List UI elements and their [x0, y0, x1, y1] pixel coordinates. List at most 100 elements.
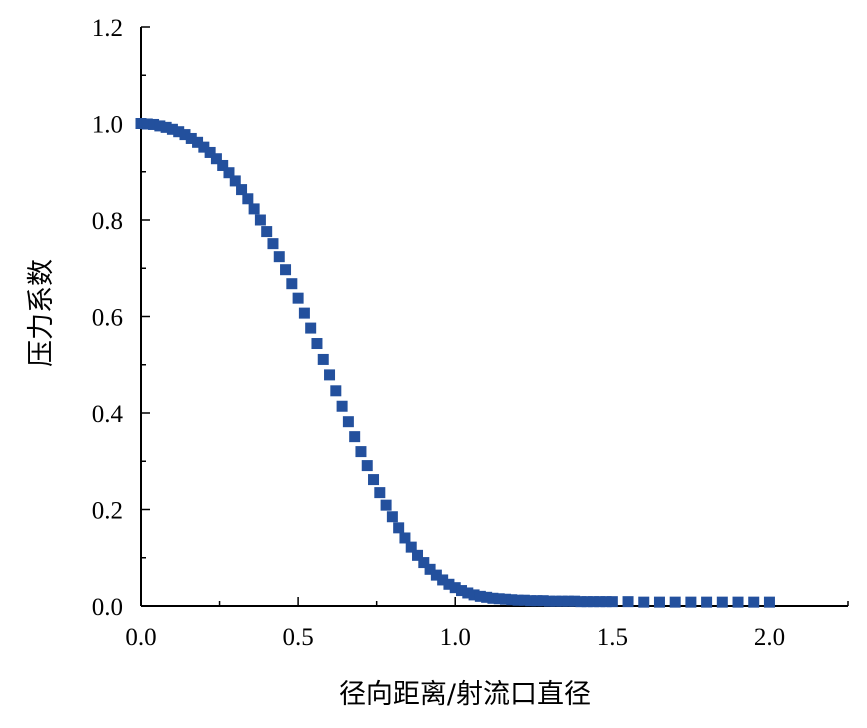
data-point [669, 596, 681, 608]
data-point [653, 596, 665, 608]
data-point [223, 167, 235, 179]
data-point [273, 251, 285, 263]
data-point [456, 585, 468, 597]
data-point [550, 595, 562, 607]
data-point [481, 591, 493, 603]
y-tick-label: 1.2 [92, 15, 123, 42]
data-point [173, 126, 185, 138]
data-point [437, 574, 449, 586]
data-point [499, 593, 511, 605]
data-point [166, 123, 178, 135]
data-series [135, 118, 775, 608]
x-tick-label: 0.0 [125, 624, 156, 651]
data-point [600, 596, 612, 608]
data-point [185, 132, 197, 144]
y-tick-label: 0.6 [92, 305, 123, 332]
data-point [638, 596, 650, 608]
y-tick-label: 1.0 [92, 112, 123, 139]
data-point [556, 595, 568, 607]
data-point [298, 307, 310, 319]
x-tick-label: 1.0 [440, 624, 471, 651]
data-point [493, 593, 505, 605]
data-point [587, 596, 599, 608]
data-point [229, 175, 241, 187]
data-point [254, 214, 266, 226]
data-point [487, 592, 499, 604]
data-point [317, 353, 329, 365]
data-point [135, 118, 147, 129]
data-point [248, 203, 260, 215]
data-point [581, 596, 593, 608]
data-point [336, 400, 348, 412]
data-point [562, 595, 574, 607]
data-point [606, 596, 618, 608]
y-tick-label: 0.2 [92, 498, 123, 525]
y-tick-label: 0.4 [92, 401, 124, 428]
data-point [286, 278, 298, 290]
data-point [267, 238, 279, 250]
data-point [261, 226, 273, 238]
data-point [412, 549, 424, 561]
data-point [594, 596, 606, 608]
x-tick-label: 0.5 [282, 624, 313, 651]
data-point [148, 118, 160, 130]
data-point [537, 595, 549, 607]
data-point [531, 595, 543, 607]
data-point [518, 594, 530, 606]
data-point [217, 159, 229, 171]
tick-marks [140, 26, 849, 607]
data-point [324, 369, 336, 381]
data-point [474, 590, 486, 602]
data-point [716, 596, 728, 608]
data-point [242, 193, 254, 205]
data-point [210, 153, 222, 165]
data-point [355, 446, 367, 458]
data-point [468, 589, 480, 601]
data-point [575, 596, 587, 608]
axes [140, 27, 848, 607]
data-point [543, 595, 555, 607]
data-point [399, 532, 411, 544]
data-point [701, 596, 713, 608]
data-point [374, 487, 386, 499]
y-axis-label: 压力系数 [26, 259, 57, 367]
data-point [430, 569, 442, 581]
data-point [748, 596, 760, 608]
data-point [349, 431, 361, 443]
data-point [569, 595, 581, 607]
data-point [330, 385, 342, 397]
data-point [204, 146, 216, 158]
x-tick-label: 1.5 [597, 624, 628, 651]
data-point [732, 596, 744, 608]
data-point [405, 541, 417, 553]
data-point [418, 557, 430, 569]
x-tick-label: 2.0 [754, 624, 785, 651]
data-point [305, 322, 317, 334]
data-point [763, 596, 775, 608]
data-point [512, 594, 524, 606]
data-point [292, 292, 304, 304]
data-point [192, 136, 204, 148]
data-point [525, 595, 537, 607]
data-point [424, 563, 436, 575]
data-point [393, 522, 405, 534]
data-point [198, 141, 210, 153]
data-point [380, 499, 392, 511]
y-tick-label: 0.0 [92, 594, 123, 621]
data-point [311, 338, 323, 350]
data-point [368, 474, 380, 486]
data-point [462, 587, 474, 599]
data-point [342, 416, 354, 428]
y-tick-label: 0.8 [92, 208, 123, 235]
data-point [443, 578, 455, 590]
data-point [179, 129, 191, 141]
data-point [506, 594, 518, 606]
data-point [685, 596, 697, 608]
data-point [280, 264, 292, 276]
x-tick-labels: 0.0 0.5 1.0 1.5 2.0 [125, 624, 785, 651]
data-point [386, 511, 398, 523]
data-point [236, 184, 248, 196]
data-point [154, 120, 166, 132]
data-point [622, 596, 634, 608]
